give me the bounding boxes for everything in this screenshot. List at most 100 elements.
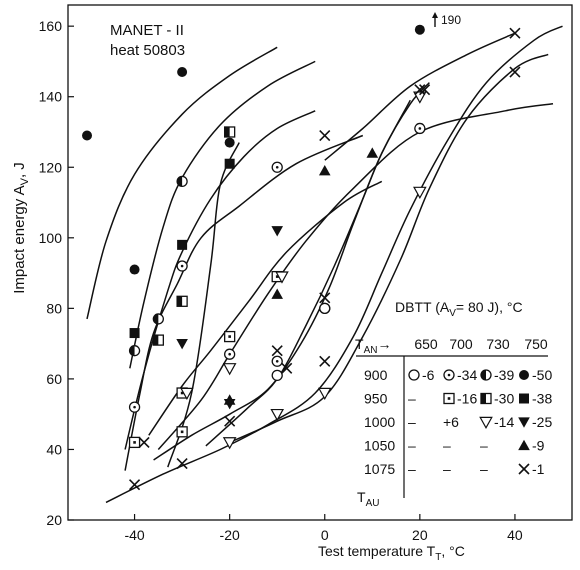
series-cross xyxy=(129,27,521,491)
data-point xyxy=(224,126,236,138)
marker-triangle-up-filled xyxy=(518,439,530,451)
data-point xyxy=(275,271,289,284)
series-triangle-up-filled xyxy=(223,147,379,405)
table-column-header: 730 xyxy=(486,336,510,352)
data-point xyxy=(176,175,188,188)
data-point xyxy=(152,334,164,346)
table-cell-value: -1 xyxy=(532,461,545,477)
y-tick-label: 140 xyxy=(39,89,63,105)
data-point xyxy=(271,369,283,382)
y-tick-label: 60 xyxy=(46,371,62,387)
table-cell-value: +6 xyxy=(443,414,459,430)
data-point xyxy=(414,24,425,35)
table-cell-value: – xyxy=(408,414,416,430)
plot-frame xyxy=(67,4,573,521)
table-cell-value: -34 xyxy=(457,367,477,383)
data-point xyxy=(317,387,332,401)
table-cell-value: -50 xyxy=(532,367,552,383)
series-square-half xyxy=(152,126,236,346)
table-cell-value: – xyxy=(480,461,488,477)
data-point xyxy=(271,226,284,237)
annotation-line2: heat 50803 xyxy=(110,42,185,59)
data-point xyxy=(176,426,188,438)
series-triangle-down-open xyxy=(180,91,427,450)
table-row-axis-label: TAU xyxy=(357,489,379,509)
data-point xyxy=(177,67,188,78)
fit-curve xyxy=(153,82,430,461)
table-cell-value: -25 xyxy=(532,414,552,430)
data-point xyxy=(128,345,141,357)
data-point xyxy=(224,158,235,169)
data-point xyxy=(152,313,164,325)
data-point xyxy=(319,129,331,142)
fit-curve xyxy=(324,32,516,161)
data-point xyxy=(224,415,236,427)
data-point xyxy=(82,130,93,141)
axes: -40 -20 0 20 40 20 40 60 80 100 120 140 160 xyxy=(39,4,573,543)
x-tick-label: -40 xyxy=(124,527,144,543)
series-circle-half xyxy=(128,175,188,357)
data-point xyxy=(281,362,293,374)
fit-curve xyxy=(167,142,240,468)
table-cell-value: – xyxy=(408,438,416,454)
data-point xyxy=(509,66,521,78)
data-point xyxy=(129,264,140,275)
y-tick-label: 20 xyxy=(46,512,62,528)
data-point xyxy=(318,164,331,176)
data-point xyxy=(129,479,141,491)
table-row: 900 -6 -34 -39 -50 xyxy=(364,367,552,383)
table-row-label: 950 xyxy=(364,391,388,407)
data-point xyxy=(176,295,188,307)
table-column-header: 700 xyxy=(449,336,473,352)
table-column-header: 750 xyxy=(524,336,548,352)
data-point xyxy=(222,437,237,450)
table-corner-label: TAN→ xyxy=(355,336,391,356)
table-cell-value: -6 xyxy=(422,367,435,383)
fit-curve xyxy=(229,53,549,444)
fit-curves xyxy=(86,25,563,504)
marker-circle-half xyxy=(480,369,492,381)
data-point xyxy=(413,91,427,104)
data-point xyxy=(224,330,236,343)
data-point xyxy=(419,84,431,96)
data-point xyxy=(414,84,426,96)
series-square-filled xyxy=(129,158,235,339)
y-tick-label: 40 xyxy=(46,441,62,457)
marker-circle-filled xyxy=(519,370,529,380)
table-cell-value: -30 xyxy=(494,391,514,407)
marker-circle-dot xyxy=(443,369,455,381)
data-point xyxy=(271,161,283,173)
data-point xyxy=(413,186,427,199)
table-cell-value: -39 xyxy=(494,367,514,383)
table-cell-value: -16 xyxy=(457,391,477,407)
data-point xyxy=(271,345,283,357)
y-tick-label: 100 xyxy=(39,230,63,246)
series-circle-open xyxy=(271,302,331,382)
marker-triangle-down-filled xyxy=(518,417,530,428)
dbtt-table: TAN→ 650 700 730 750 900 -6 -34 -39 -50 950 – -16 -30… xyxy=(355,336,552,509)
data-point xyxy=(414,122,426,135)
data-point xyxy=(128,436,141,449)
table-row-label: 1075 xyxy=(364,461,395,477)
fit-curve xyxy=(105,25,563,504)
table-cell-value: – xyxy=(480,438,488,454)
dbtt-title: DBTT (AV= 80 J), °C xyxy=(395,299,523,319)
marker-triangle-down-open xyxy=(479,416,493,430)
table-cell-value: – xyxy=(443,461,451,477)
data-point xyxy=(509,27,521,39)
data-point xyxy=(180,387,194,401)
y-tick-label: 120 xyxy=(39,159,63,175)
data-point xyxy=(223,394,236,405)
offscale-marker: 190 xyxy=(432,12,461,27)
data-point xyxy=(271,288,284,299)
data-point xyxy=(176,457,188,470)
fit-curve xyxy=(124,110,316,450)
table-column-header: 650 xyxy=(414,336,438,352)
data-point xyxy=(319,292,331,304)
series-circle-filled xyxy=(82,24,425,275)
data-point xyxy=(270,408,285,422)
x-axis-label: Test temperature TT, °C xyxy=(318,543,465,563)
fit-curve xyxy=(157,103,554,450)
marker-square-half xyxy=(480,392,492,405)
